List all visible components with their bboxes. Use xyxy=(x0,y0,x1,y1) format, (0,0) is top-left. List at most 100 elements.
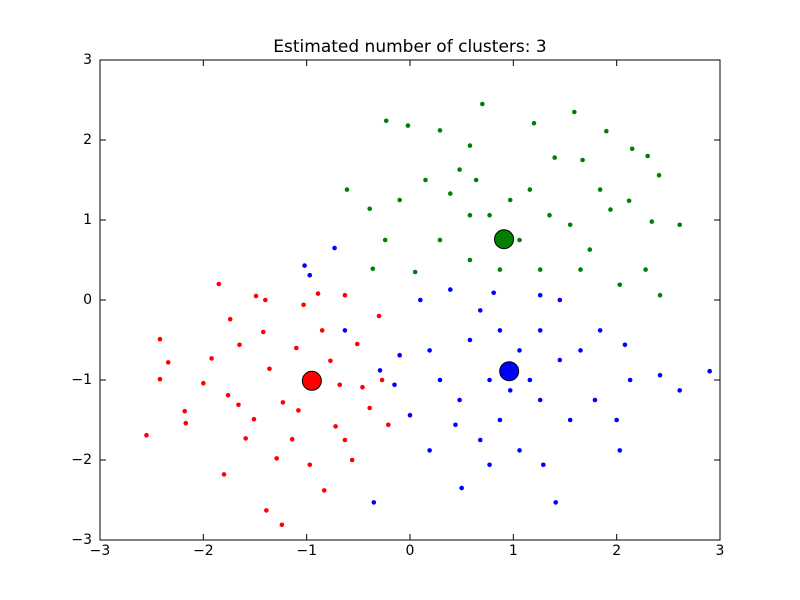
point xyxy=(614,417,619,423)
point xyxy=(477,308,483,313)
point xyxy=(645,153,650,159)
point xyxy=(473,177,479,183)
point xyxy=(260,329,266,335)
point xyxy=(201,380,206,386)
point xyxy=(332,245,337,251)
point xyxy=(537,397,543,403)
point xyxy=(477,437,483,443)
point xyxy=(487,377,492,383)
cluster-center xyxy=(301,370,322,391)
point xyxy=(487,462,492,468)
point xyxy=(301,302,306,308)
y-tick-label: 1 xyxy=(83,212,92,228)
point xyxy=(427,448,432,453)
point xyxy=(457,397,462,403)
point xyxy=(527,377,533,383)
point xyxy=(349,457,355,463)
point xyxy=(407,412,413,418)
point xyxy=(497,417,503,423)
x-tick-label: 0 xyxy=(406,543,415,559)
point xyxy=(553,500,558,505)
point xyxy=(371,500,377,505)
point xyxy=(251,416,257,422)
y-tick-label: 3 xyxy=(83,52,92,68)
point xyxy=(355,341,360,347)
point xyxy=(279,522,285,528)
point xyxy=(507,388,513,393)
point xyxy=(397,352,402,358)
point xyxy=(572,109,577,115)
point xyxy=(289,436,295,442)
point xyxy=(580,157,585,163)
x-tick-label: 3 xyxy=(716,543,725,559)
point xyxy=(370,266,376,272)
point xyxy=(677,222,682,228)
point xyxy=(383,118,389,124)
point xyxy=(209,356,214,361)
point xyxy=(405,123,411,128)
point xyxy=(386,422,391,428)
point xyxy=(617,282,623,288)
point xyxy=(592,397,598,403)
point xyxy=(622,342,628,348)
point xyxy=(467,143,473,148)
point xyxy=(453,422,458,428)
point xyxy=(267,366,272,372)
point xyxy=(491,290,497,296)
point xyxy=(144,432,149,438)
point xyxy=(237,342,242,348)
point xyxy=(319,328,325,333)
point xyxy=(629,146,635,152)
point xyxy=(221,472,227,477)
point xyxy=(578,267,583,272)
point xyxy=(527,187,533,192)
point xyxy=(537,292,543,298)
point xyxy=(342,292,348,298)
point xyxy=(557,297,563,303)
point xyxy=(274,456,280,461)
point xyxy=(597,187,603,192)
point xyxy=(367,405,373,411)
point xyxy=(307,462,313,468)
point xyxy=(567,417,573,423)
point xyxy=(307,272,313,278)
point xyxy=(412,269,418,275)
point xyxy=(557,357,563,363)
point xyxy=(418,297,423,303)
cluster-center xyxy=(499,361,520,382)
x-tick-label: −2 xyxy=(193,543,214,559)
point xyxy=(328,358,333,364)
point xyxy=(626,198,632,204)
point xyxy=(497,328,503,333)
point xyxy=(376,313,382,319)
point xyxy=(487,212,492,218)
point xyxy=(397,197,402,203)
point xyxy=(608,207,613,212)
point xyxy=(707,368,712,374)
x-tick-label: 2 xyxy=(612,543,621,559)
point xyxy=(507,197,513,203)
y-tick-label: −1 xyxy=(71,372,92,388)
point xyxy=(448,191,453,196)
point xyxy=(225,392,231,398)
point xyxy=(342,328,348,333)
point xyxy=(427,348,432,353)
point xyxy=(377,368,383,373)
y-tick-label: −3 xyxy=(71,532,92,548)
point xyxy=(604,128,609,134)
point xyxy=(437,377,443,383)
point xyxy=(337,382,343,388)
point xyxy=(315,291,321,296)
point xyxy=(379,377,385,383)
point xyxy=(294,345,299,351)
y-tick-label: 0 xyxy=(83,292,92,308)
point xyxy=(531,120,537,126)
point xyxy=(567,222,573,228)
point xyxy=(183,420,189,426)
point xyxy=(617,448,623,453)
x-tick-label: −3 xyxy=(90,543,111,559)
point xyxy=(344,187,350,192)
point xyxy=(587,247,593,252)
cluster-center xyxy=(494,229,515,250)
point xyxy=(627,377,633,383)
